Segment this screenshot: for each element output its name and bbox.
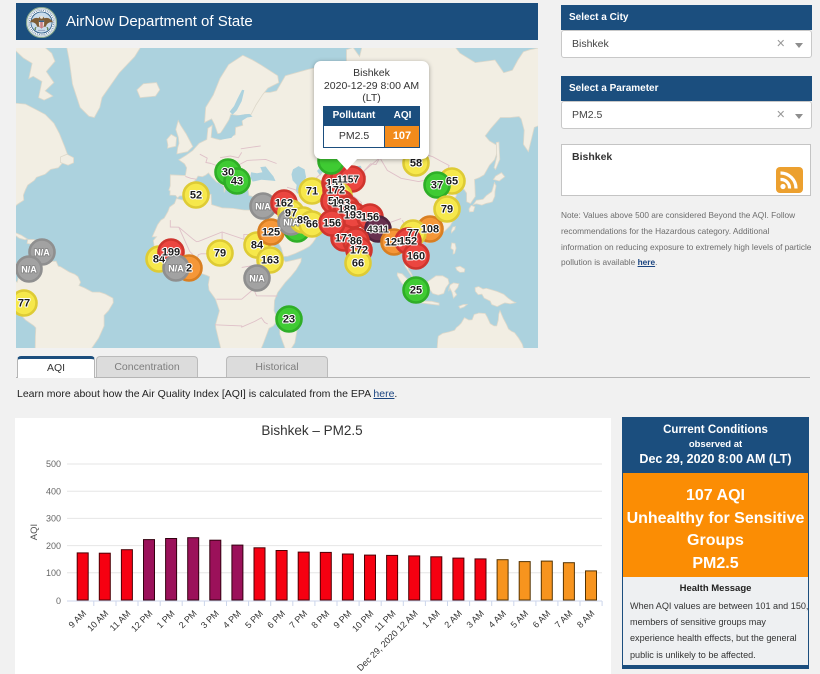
- svg-text:4311: 4311: [367, 225, 389, 236]
- svg-text:156: 156: [323, 218, 341, 230]
- svg-text:171: 171: [335, 233, 353, 245]
- svg-text:71: 71: [306, 186, 318, 198]
- svg-text:86: 86: [350, 236, 362, 248]
- svg-text:193: 193: [344, 210, 362, 222]
- svg-text:77: 77: [18, 298, 30, 310]
- svg-text:193: 193: [332, 198, 350, 210]
- svg-text:125: 125: [385, 237, 403, 249]
- svg-text:152: 152: [399, 236, 417, 248]
- svg-text:AQI: AQI: [29, 524, 40, 540]
- svg-text:162: 162: [275, 198, 293, 210]
- svg-text:52: 52: [190, 190, 202, 202]
- svg-text:N/A: N/A: [21, 265, 37, 275]
- svg-text:1157: 1157: [337, 175, 359, 186]
- svg-text:108: 108: [421, 224, 439, 236]
- svg-text:65: 65: [446, 176, 458, 188]
- svg-text:500: 500: [46, 459, 61, 469]
- svg-text:Bishkek – PM2.5: Bishkek – PM2.5: [261, 423, 362, 438]
- svg-text:0: 0: [56, 596, 61, 606]
- svg-text:163: 163: [261, 255, 279, 267]
- svg-text:43: 43: [231, 176, 243, 188]
- svg-text:37: 37: [431, 180, 443, 192]
- svg-text:172: 172: [327, 185, 345, 197]
- svg-text:79: 79: [214, 248, 226, 260]
- svg-text:300: 300: [46, 514, 61, 524]
- svg-text:77: 77: [407, 228, 419, 240]
- svg-text:23: 23: [283, 314, 295, 326]
- svg-text:156: 156: [361, 212, 379, 224]
- svg-text:58: 58: [410, 158, 422, 170]
- svg-text:84: 84: [251, 240, 264, 252]
- svg-text:66: 66: [306, 219, 318, 231]
- svg-text:199: 199: [162, 247, 180, 259]
- svg-text:172: 172: [350, 245, 368, 257]
- svg-text:89: 89: [297, 215, 309, 227]
- svg-text:N/A: N/A: [283, 218, 299, 228]
- svg-text:400: 400: [46, 486, 61, 496]
- svg-text:200: 200: [46, 541, 61, 551]
- svg-text:N/A: N/A: [168, 264, 184, 274]
- svg-text:N/A: N/A: [255, 202, 271, 212]
- svg-text:30: 30: [222, 167, 234, 179]
- svg-text:151: 151: [326, 178, 344, 190]
- svg-text:100: 100: [46, 568, 61, 578]
- svg-text:84: 84: [153, 254, 166, 266]
- svg-text:97: 97: [285, 208, 297, 220]
- svg-text:189: 189: [338, 204, 356, 216]
- svg-text:66: 66: [352, 258, 364, 270]
- svg-text:25: 25: [410, 285, 422, 297]
- svg-text:79: 79: [441, 204, 453, 216]
- svg-text:N/A: N/A: [34, 248, 50, 258]
- svg-text:160: 160: [407, 251, 425, 263]
- svg-text:N/A: N/A: [249, 274, 265, 284]
- svg-text:51: 51: [328, 196, 340, 208]
- svg-text:2: 2: [186, 263, 192, 275]
- svg-text:125: 125: [262, 227, 280, 239]
